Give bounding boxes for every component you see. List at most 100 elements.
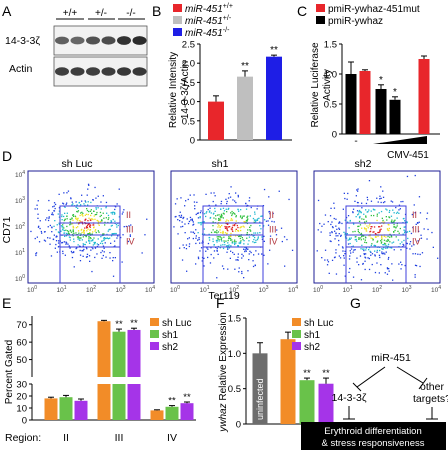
flow-event <box>110 225 112 227</box>
ylabel-b-line2: 14-3-3ζ/Actin <box>180 61 191 119</box>
flow-event <box>107 230 109 232</box>
flow-event <box>370 237 372 239</box>
flow-plot-frame <box>170 170 298 284</box>
flow-event <box>241 253 243 255</box>
flow-event <box>219 219 222 221</box>
flow-event <box>377 201 379 203</box>
flow-event <box>184 205 186 207</box>
flow-event <box>257 253 260 255</box>
flow-event <box>339 222 341 224</box>
flow-event <box>102 212 104 214</box>
inhibit-bar-other <box>418 377 428 390</box>
blot-label-actin: Actin <box>9 63 33 75</box>
flow-event <box>112 233 115 235</box>
flow-event <box>426 238 428 240</box>
flow-event <box>267 224 270 226</box>
flow-event <box>404 220 406 222</box>
flow-event <box>116 203 118 205</box>
flow-event <box>104 237 107 240</box>
flow-event <box>354 249 356 251</box>
flow-event <box>92 239 94 241</box>
flow-event <box>188 237 190 239</box>
flow-event <box>56 235 58 238</box>
flow-event <box>62 252 64 255</box>
flow-event <box>221 224 223 227</box>
flow-event <box>237 208 239 210</box>
flow-event <box>235 242 237 244</box>
flow-event <box>226 202 228 205</box>
flow-event <box>218 238 220 241</box>
flow-event <box>60 230 62 232</box>
flow-event <box>335 249 337 251</box>
flow-event <box>88 239 90 242</box>
flow-event <box>101 219 103 221</box>
flow-event <box>271 220 273 223</box>
flow-event <box>212 240 214 243</box>
flow-event <box>369 223 371 225</box>
flow-event <box>352 276 355 278</box>
flow-event <box>420 237 423 239</box>
flow-event <box>250 251 252 254</box>
flow-event <box>358 264 360 266</box>
flow-event <box>179 211 181 213</box>
flow-event <box>58 223 61 225</box>
flow-event <box>232 224 234 226</box>
flow-event <box>206 211 208 213</box>
flow-event <box>366 196 368 199</box>
flow-event <box>354 200 356 202</box>
flow-event <box>106 237 108 239</box>
flow-event <box>83 232 85 234</box>
flow-event <box>349 267 351 270</box>
flow-event <box>238 242 240 244</box>
flow-event <box>272 212 274 215</box>
flow-event <box>261 253 263 255</box>
flow-event <box>70 250 73 253</box>
flow-event <box>116 226 118 228</box>
flow-event <box>335 235 337 237</box>
flow-event <box>105 207 107 209</box>
flow-event <box>55 229 57 231</box>
flow-event <box>210 253 212 256</box>
flow-event <box>402 200 404 203</box>
significance-label: ** <box>130 318 138 329</box>
flow-event <box>216 214 219 216</box>
flow-event <box>352 251 354 253</box>
flow-event <box>320 231 322 233</box>
flow-event <box>92 199 94 201</box>
flow-y-tick-label: 101 <box>15 248 25 257</box>
flow-event <box>48 216 50 218</box>
flow-event <box>197 212 199 214</box>
flow-event <box>62 250 64 252</box>
flow-event <box>58 222 60 224</box>
flow-event <box>221 265 224 267</box>
flow-event <box>195 213 197 216</box>
flow-event <box>75 217 77 220</box>
flow-event <box>58 216 61 218</box>
flow-event <box>360 232 362 235</box>
flow-event <box>247 215 249 217</box>
flow-event <box>96 253 98 255</box>
flow-event <box>77 217 79 219</box>
flow-event <box>216 229 218 232</box>
flow-event <box>373 226 376 228</box>
flow-event <box>90 201 92 204</box>
flow-event <box>360 212 362 214</box>
flow-event <box>85 256 88 258</box>
bar <box>74 400 88 420</box>
flow-event <box>212 238 214 240</box>
flow-event <box>89 240 91 242</box>
flow-event <box>84 222 86 225</box>
flow-event <box>396 223 398 225</box>
flow-event <box>377 231 379 234</box>
flow-event <box>386 268 389 270</box>
flow-event <box>365 230 367 232</box>
flow-event <box>366 225 368 227</box>
flow-event <box>51 213 53 216</box>
bar <box>237 76 253 140</box>
flow-event <box>99 242 102 244</box>
flow-event <box>391 242 393 244</box>
flow-event <box>382 219 384 222</box>
flow-event <box>207 208 209 211</box>
flow-event <box>335 252 337 254</box>
flow-event <box>223 210 226 212</box>
